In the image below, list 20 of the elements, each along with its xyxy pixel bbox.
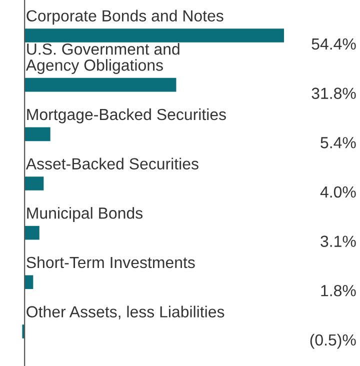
bar — [24, 176, 44, 190]
data-label: 1.8% — [321, 284, 356, 296]
data-label: (0.5)% — [310, 334, 356, 349]
y-tick-label: Mortgage-Backed Securities — [27, 108, 226, 124]
data-label: 31.8% — [312, 88, 356, 99]
bar — [24, 275, 34, 290]
data-label: 4.0% — [320, 186, 356, 198]
bar — [24, 78, 176, 92]
bar — [24, 127, 50, 142]
y-tick-label: Short-Term Investments — [26, 256, 195, 268]
data-label: 54.4% — [312, 38, 356, 50]
y-tick-label: U.S. Government and Agency Obligations — [26, 43, 180, 74]
data-label: 5.4% — [320, 137, 356, 148]
y-tick-label: Municipal Bonds — [27, 207, 143, 222]
data-label: 3.1% — [320, 236, 356, 247]
y-tick-label: Corporate Bonds and Notes — [26, 10, 224, 25]
bar — [24, 28, 284, 42]
y-tick-label: Asset-Backed Securities — [26, 158, 198, 170]
y-tick-label: Other Assets, less Liabilities — [26, 306, 224, 320]
bar — [24, 226, 40, 240]
